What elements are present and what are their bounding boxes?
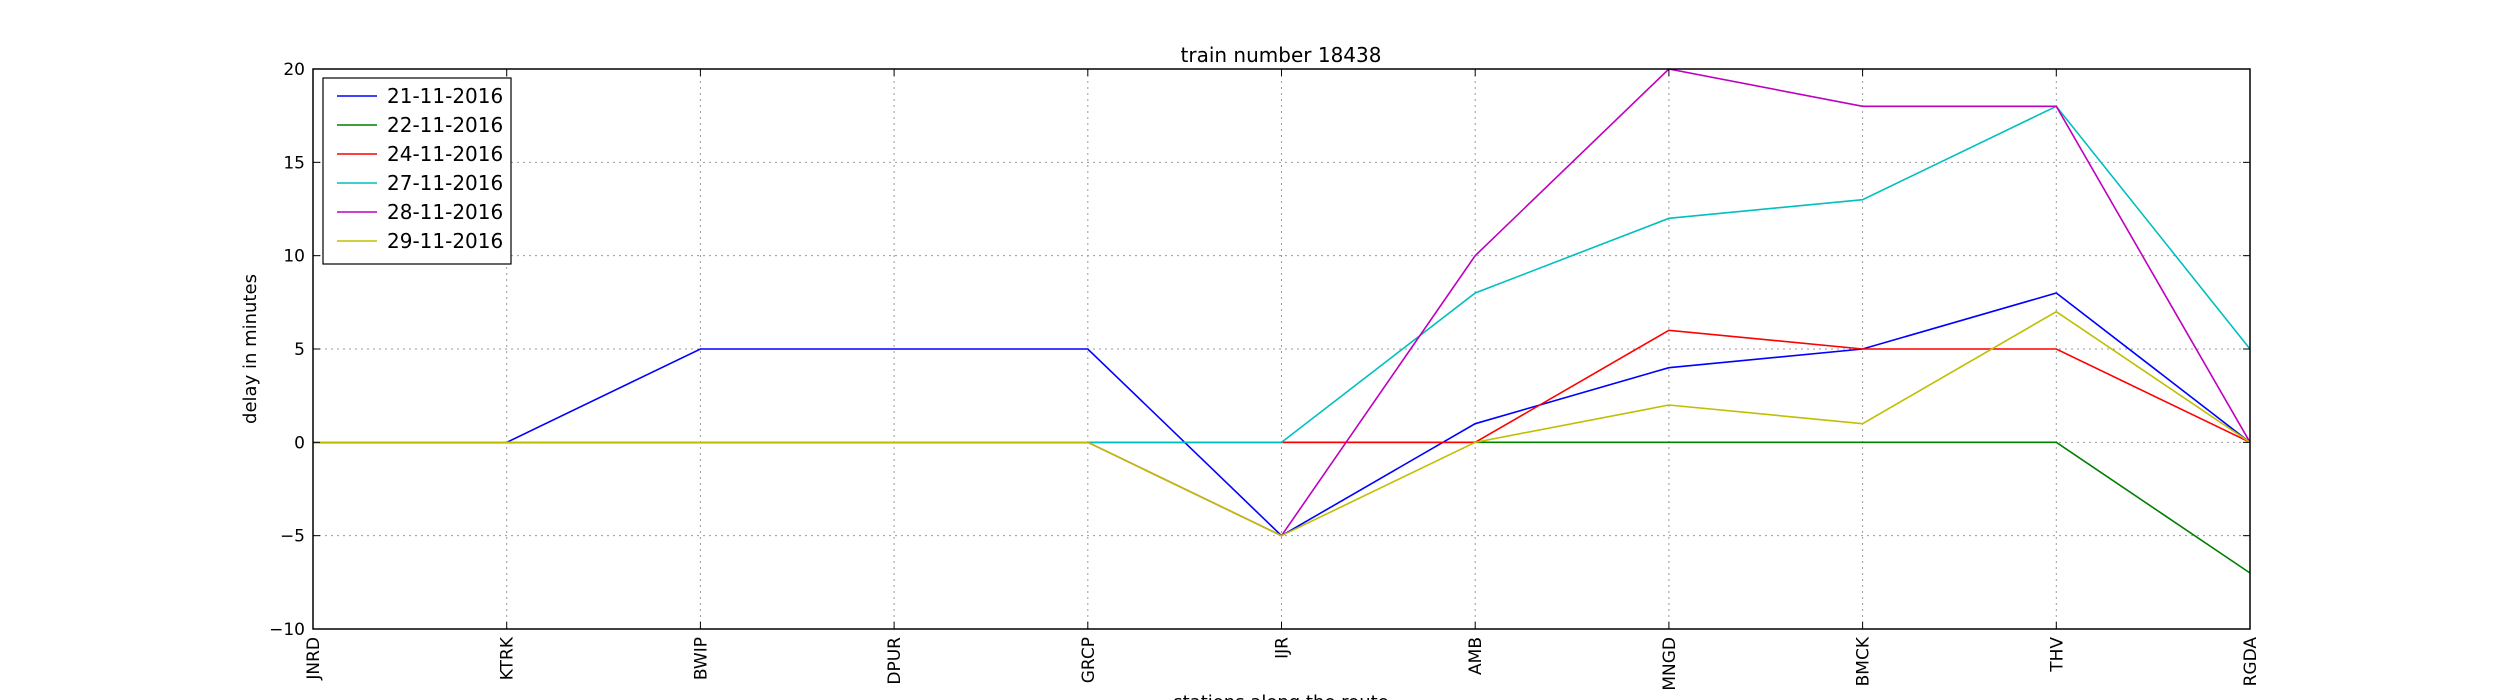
y-tick-label: 20 bbox=[283, 60, 305, 80]
x-axis-label: stations along the route bbox=[1173, 692, 1388, 700]
x-tick-label: JNRD bbox=[304, 637, 324, 681]
x-tick-label: THV bbox=[2047, 637, 2067, 673]
x-tick-label: BWIP bbox=[691, 637, 711, 680]
series-lines bbox=[313, 68, 2251, 574]
y-tick-label: 10 bbox=[283, 247, 305, 267]
y-axis-label: delay in minutes bbox=[240, 274, 261, 424]
y-tick-label: 0 bbox=[294, 433, 305, 453]
x-tick-label: RGDA bbox=[2241, 637, 2261, 687]
x-tick-label: GRCP bbox=[1079, 637, 1099, 683]
legend: 21-11-2016 22-11-2016 24-11-2016 27-11-2016… bbox=[322, 77, 512, 265]
y-tick-label: −5 bbox=[280, 527, 305, 547]
legend-label: 27-11-2016 bbox=[387, 171, 503, 195]
y-tick-label: −10 bbox=[269, 620, 305, 640]
x-tick-label: IJR bbox=[1273, 637, 1293, 659]
legend-label: 28-11-2016 bbox=[387, 200, 503, 224]
legend-box bbox=[322, 77, 512, 265]
x-tick-label: BMCK bbox=[1854, 636, 1874, 686]
legend-label: 22-11-2016 bbox=[387, 113, 503, 137]
x-tick-label: KTRK bbox=[498, 636, 518, 680]
y-tick-label: 15 bbox=[283, 153, 305, 173]
chart-title: train number 18438 bbox=[1181, 43, 1382, 67]
x-tick-label: MNGD bbox=[1660, 637, 1680, 691]
x-tick-label: DPUR bbox=[885, 637, 905, 685]
series-line bbox=[313, 310, 2251, 537]
y-tick-label: 5 bbox=[294, 340, 305, 360]
legend-label: 29-11-2016 bbox=[387, 229, 503, 253]
x-tick-label: AMB bbox=[1466, 637, 1486, 675]
legend-label: 24-11-2016 bbox=[387, 142, 503, 166]
axis-ticks: JNRD KTRK BWIP DPUR GRCP IJR AMB MNGD BMCK THV RGD… bbox=[269, 60, 2261, 691]
legend-label: 21-11-2016 bbox=[387, 84, 503, 108]
